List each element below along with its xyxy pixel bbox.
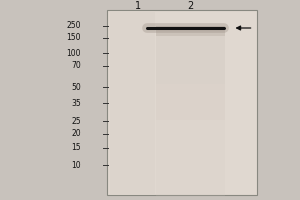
Text: 10: 10 xyxy=(71,160,81,169)
Bar xyxy=(156,84,225,120)
Text: 70: 70 xyxy=(71,62,81,71)
Bar xyxy=(156,120,225,196)
Text: 1: 1 xyxy=(135,1,141,11)
Text: 15: 15 xyxy=(71,144,81,152)
Text: 100: 100 xyxy=(67,48,81,58)
Text: 35: 35 xyxy=(71,98,81,108)
Text: 2: 2 xyxy=(188,1,194,11)
Text: 150: 150 xyxy=(67,33,81,43)
Text: 50: 50 xyxy=(71,83,81,92)
Text: 250: 250 xyxy=(67,21,81,30)
Bar xyxy=(106,10,256,195)
Text: 20: 20 xyxy=(71,130,81,139)
Bar xyxy=(156,26,225,36)
Text: 25: 25 xyxy=(71,116,81,126)
Bar xyxy=(156,36,225,84)
Bar xyxy=(110,12,154,194)
